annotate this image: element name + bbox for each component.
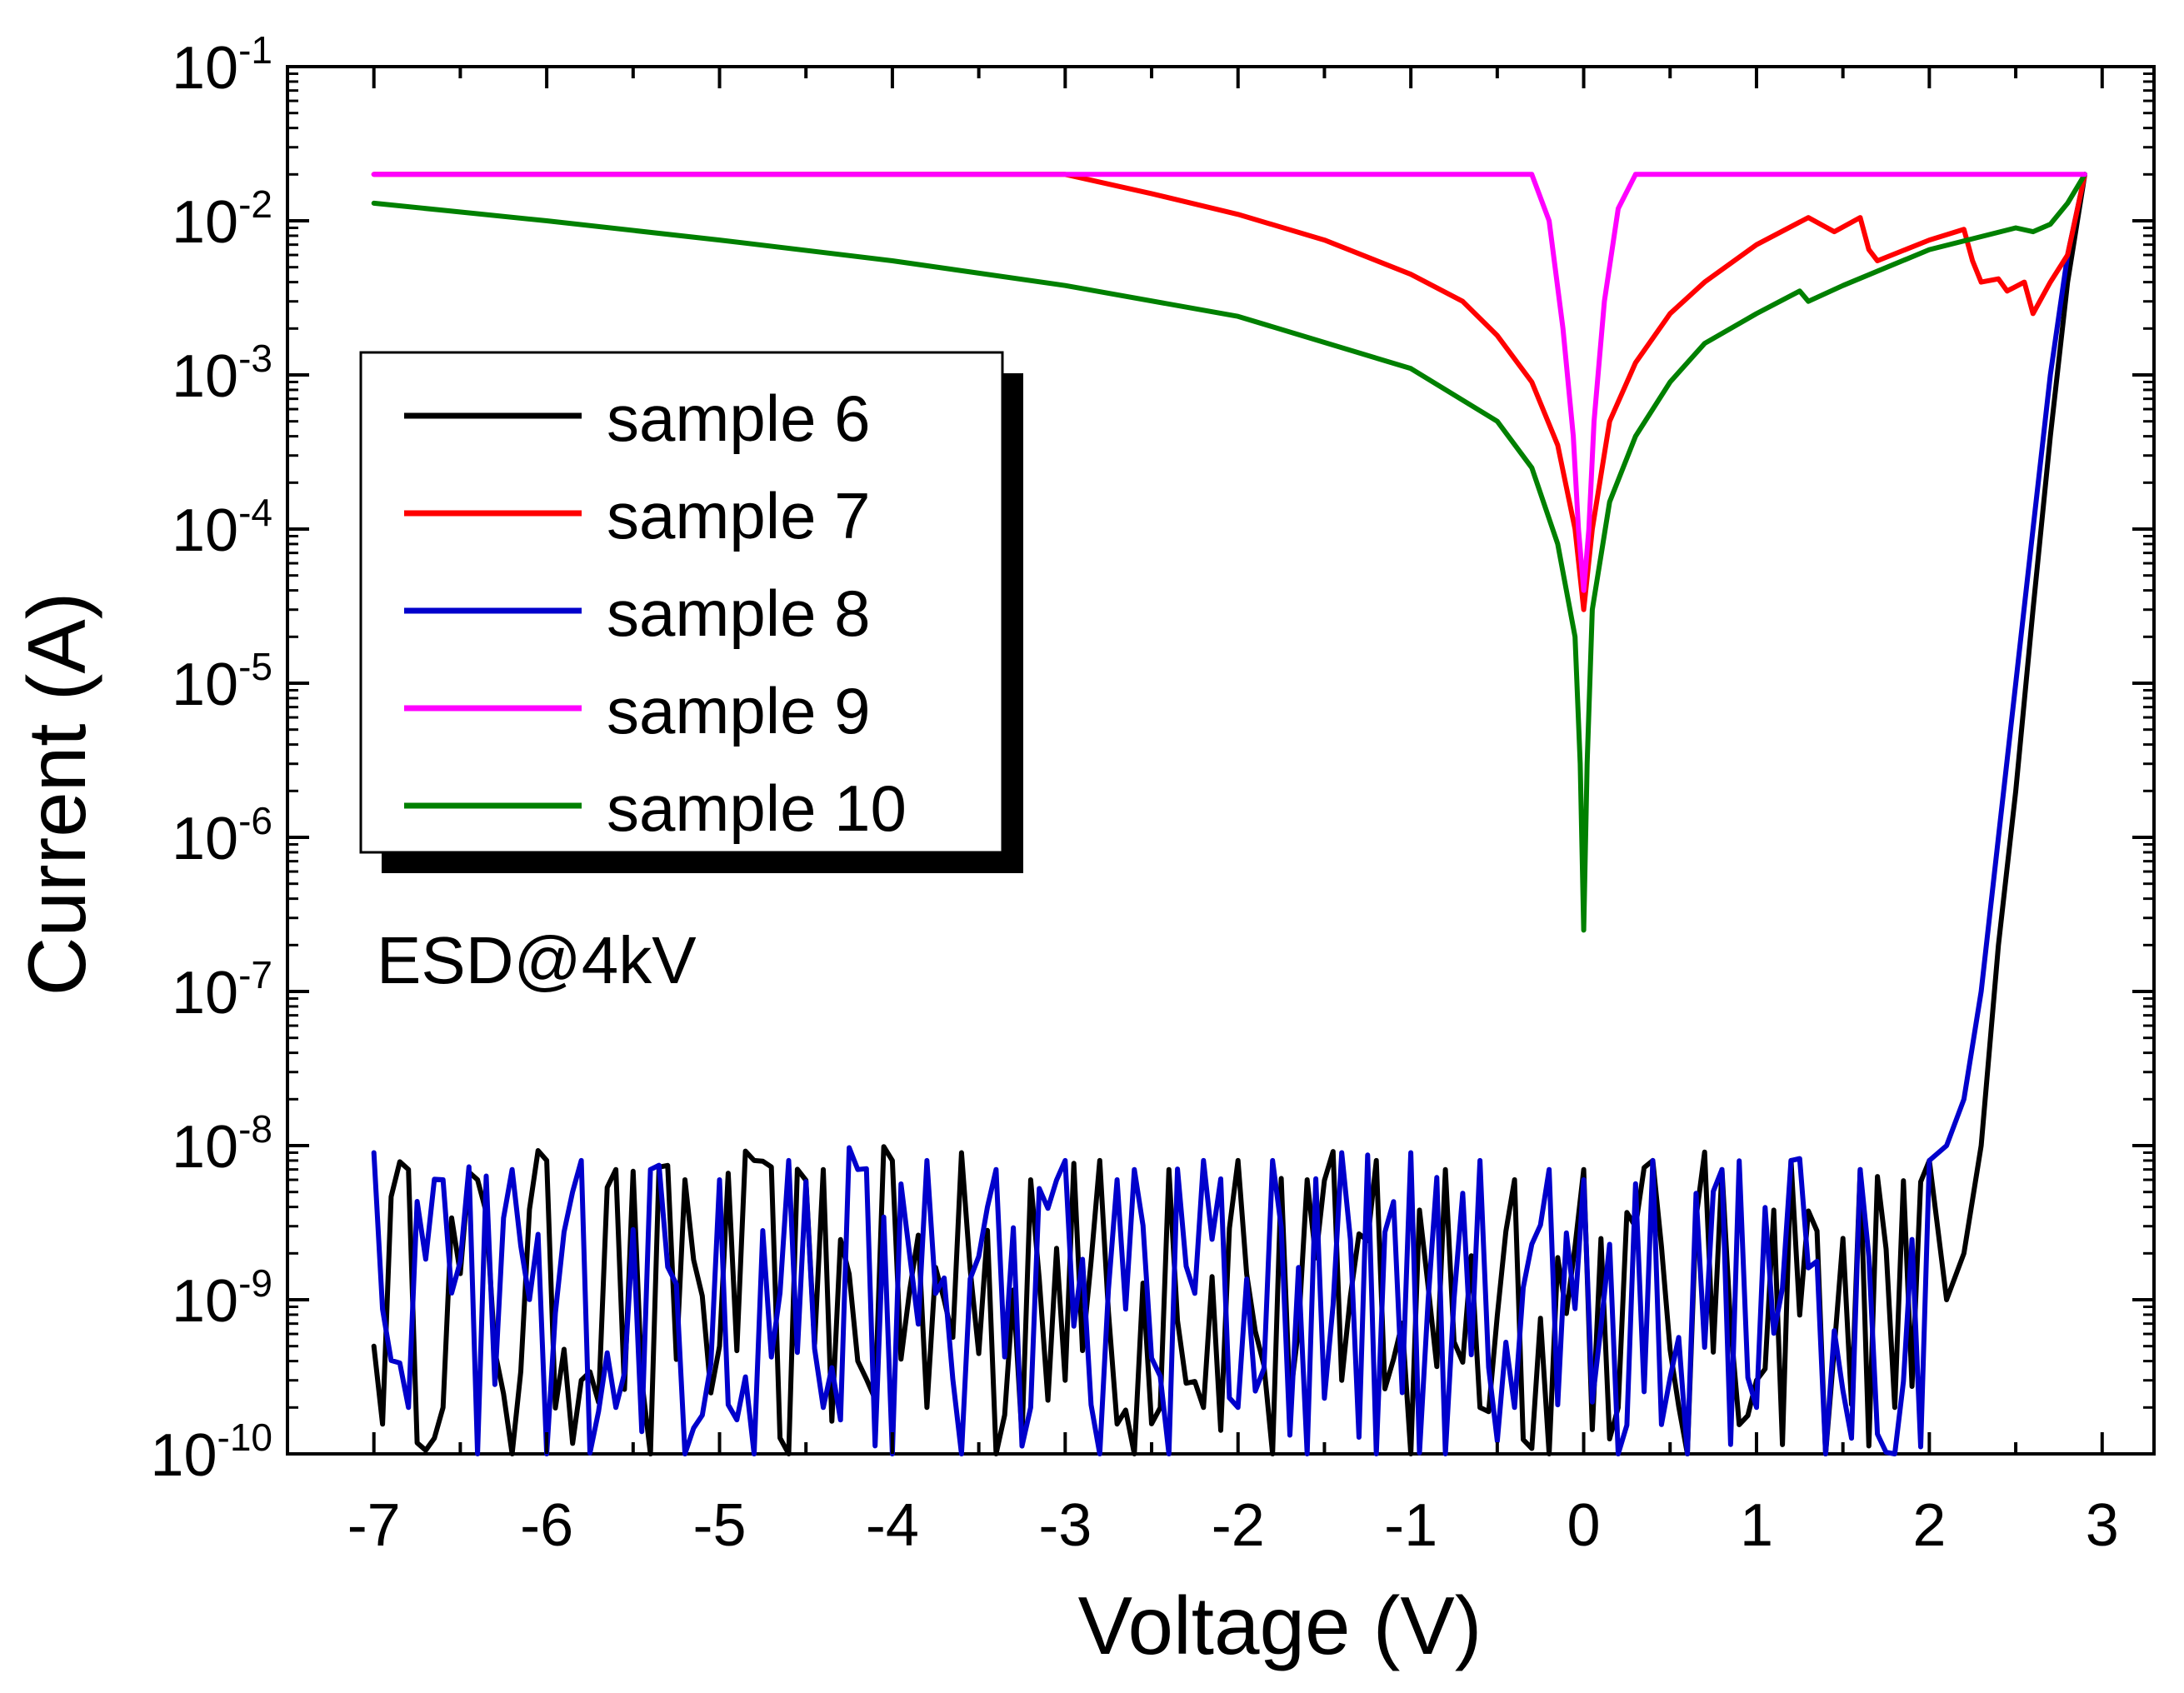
x-tick-labels: -7 -6 -5 -4 -3 -2 -1 0 1 2 3: [347, 1492, 2119, 1559]
x-tick-label: -6: [520, 1492, 573, 1559]
x-tick-label: -2: [1212, 1492, 1265, 1559]
y-tick-label: 10-7: [172, 953, 272, 1026]
x-axis-title: Voltage (V): [1078, 1580, 1482, 1671]
x-tick-label: -7: [347, 1492, 401, 1559]
y-axis-title: Current (A): [11, 592, 102, 996]
x-tick-label: 2: [1912, 1492, 1946, 1559]
x-tick-label: 3: [2086, 1492, 2119, 1559]
y-tick-label: 10-3: [172, 337, 272, 410]
series-line-sample-7: [371, 172, 2087, 612]
x-tick-label: -1: [1384, 1492, 1437, 1559]
y-tick-label: 10-4: [172, 491, 272, 564]
y-tick-label: 10-5: [172, 645, 272, 718]
annotation-esd: ESD@4kV: [377, 923, 697, 997]
legend: sample 6 sample 7 sample 8 sample 9 sample 1…: [359, 351, 1023, 873]
x-tick-label: -5: [693, 1492, 747, 1559]
legend-label-sample-6: sample 6: [607, 382, 871, 455]
y-tick-label: 10-10: [150, 1416, 272, 1489]
plot-area-border: [286, 65, 2156, 1456]
legend-label-sample-10: sample 10: [607, 772, 907, 845]
series-lines: [371, 172, 2087, 1456]
y-tick-label: 10-9: [172, 1261, 272, 1335]
y-tick-labels: 10-1 10-2 10-3 10-4 10-5 10-6 10-7 10-8 10-9 10-1…: [150, 28, 272, 1489]
y-tick-label: 10-2: [172, 182, 272, 256]
series-line-sample-8: [371, 172, 2087, 1456]
legend-box: [359, 351, 1004, 854]
y-tick-label: 10-6: [172, 799, 272, 872]
x-tick-label: 0: [1567, 1492, 1601, 1559]
legend-label-sample-7: sample 7: [607, 479, 871, 552]
axis-ticks: [286, 65, 2154, 1456]
legend-label-sample-9: sample 9: [607, 674, 871, 747]
x-tick-label: 1: [1740, 1492, 1773, 1559]
x-tick-label: -3: [1038, 1492, 1092, 1559]
y-tick-label: 10-1: [172, 28, 272, 102]
series-line-sample-9: [371, 172, 2087, 593]
plot-frame: [286, 65, 2156, 1456]
x-tick-label: -4: [866, 1492, 919, 1559]
series-line-sample-10: [371, 172, 2087, 933]
y-tick-label: 10-8: [172, 1107, 272, 1181]
legend-label-sample-8: sample 8: [607, 577, 871, 650]
